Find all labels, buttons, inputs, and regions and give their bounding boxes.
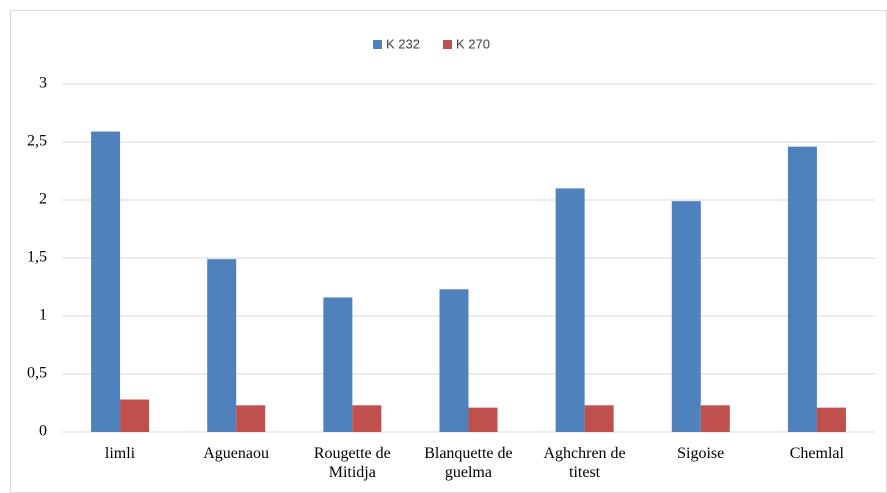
y-tick-label: 1 [39,307,47,324]
y-tick-label: 0 [39,423,47,440]
bar [787,146,817,432]
x-tick-label: Aguenaou [203,445,270,462]
bar [816,407,846,432]
y-tick-label: 1,5 [27,249,47,266]
legend-swatch [373,40,382,49]
legend-swatch [443,40,452,49]
y-tick-label: 3 [39,75,47,92]
bar [91,131,121,432]
x-tick-label: Chemlal [789,445,844,462]
legend-label: K 270 [456,36,490,51]
bar [207,259,237,432]
y-tick-label: 2 [39,191,47,208]
bar [671,201,701,432]
legend-label: K 232 [386,36,420,51]
bar [352,405,382,432]
bar [323,297,353,432]
bar [439,289,469,432]
bar [468,407,498,432]
y-tick-label: 0,5 [27,365,47,382]
x-tick-label: Rougette de Mitidja [313,445,391,481]
bar [120,399,150,432]
bar [555,188,585,432]
x-tick-label: limli [104,445,136,462]
bar [700,405,730,432]
y-tick-label: 2,5 [27,133,47,150]
x-tick-label: Sigoise [677,445,725,462]
x-tick-label: Blanquette de guelma [424,445,513,481]
bar [236,405,266,432]
bar [584,405,614,432]
x-tick-label: Aghchren de titest [543,445,626,481]
